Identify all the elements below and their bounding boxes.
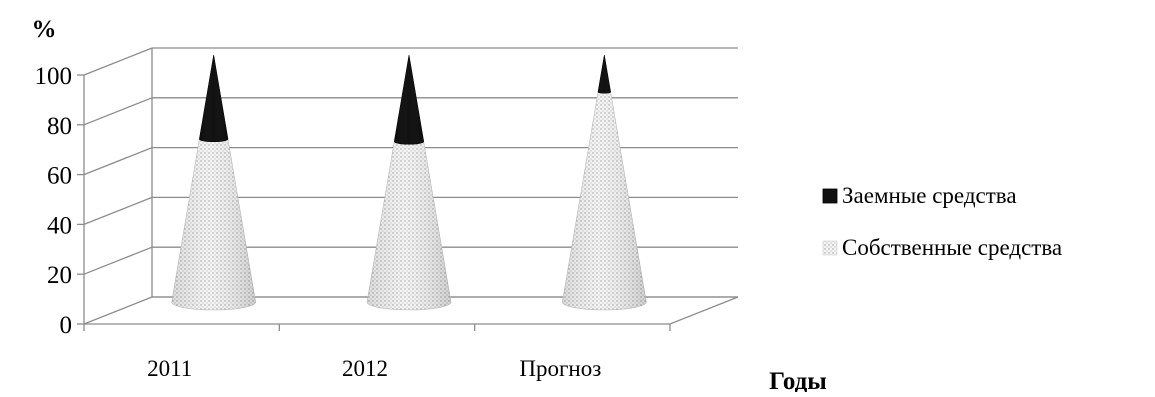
cone-segment-own-funds-shade bbox=[562, 92, 647, 310]
legend-swatch-own bbox=[822, 240, 838, 256]
legend-label: Собственные средства bbox=[842, 235, 1062, 260]
side-wall-line bbox=[83, 196, 153, 226]
cone-segment-own-funds-shade bbox=[171, 138, 256, 310]
marks-layer bbox=[171, 54, 647, 311]
cone-segment-borrowed-funds-shade bbox=[199, 55, 228, 142]
cone-2011 bbox=[171, 54, 256, 311]
axis-layer bbox=[77, 48, 671, 331]
side-wall-line bbox=[83, 97, 153, 126]
side-wall-line bbox=[83, 296, 153, 325]
x-tick-label: 2011 bbox=[147, 356, 192, 381]
side-wall-line bbox=[83, 146, 153, 176]
cone-Прогноз bbox=[562, 54, 647, 311]
legend-label: Заемные средства bbox=[842, 183, 1017, 208]
cone-segment-own-funds-shade bbox=[367, 141, 451, 310]
x-tick-label: Прогноз bbox=[519, 356, 601, 381]
y-tick-label: 80 bbox=[47, 113, 72, 140]
cone-segment-borrowed-funds-shade bbox=[394, 55, 424, 145]
side-wall-line bbox=[83, 47, 153, 76]
y-axis-title: % bbox=[32, 16, 57, 43]
y-tick-label: 20 bbox=[47, 262, 72, 289]
y-tick-label: 60 bbox=[47, 163, 72, 190]
y-tick-label: 40 bbox=[47, 212, 72, 239]
cone-segment-borrowed-funds-shade bbox=[598, 55, 611, 94]
legend-swatch-borrowed bbox=[822, 188, 838, 204]
y-tick-label: 0 bbox=[60, 312, 73, 339]
labels-layer: 0 20 40 60 80 100 2011 2012 Прогноз% Годы bbox=[32, 16, 827, 395]
cone-2012 bbox=[366, 54, 452, 311]
legend: Заемные средства Собственные средства bbox=[822, 183, 1062, 260]
x-tick-label: 2012 bbox=[342, 356, 388, 381]
x-axis-title: Годы bbox=[769, 368, 827, 392]
side-wall-line bbox=[83, 246, 153, 275]
y-tick-label: 100 bbox=[35, 63, 73, 90]
